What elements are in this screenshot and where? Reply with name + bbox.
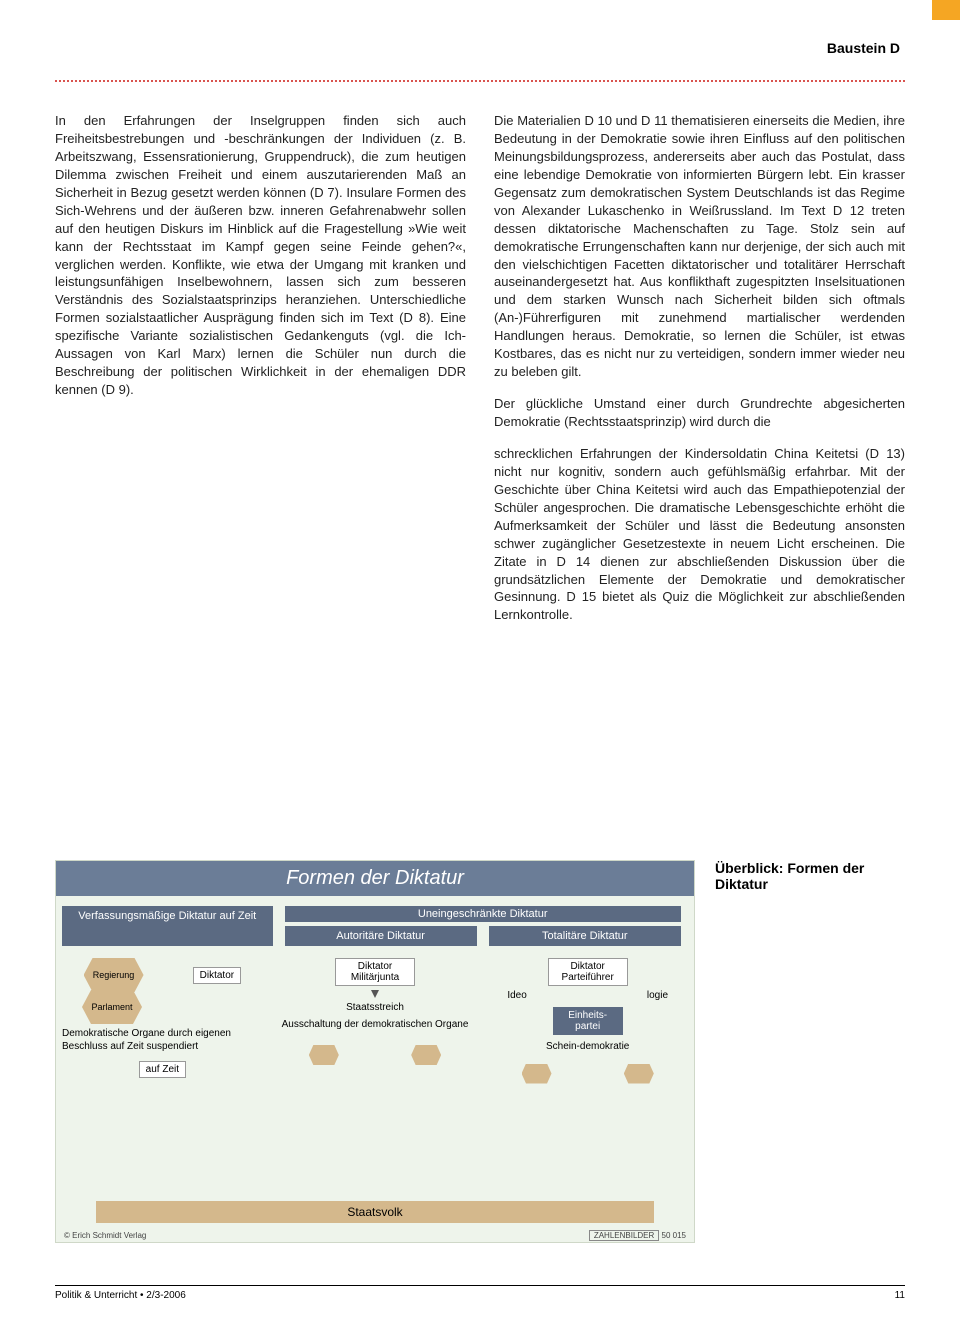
page-number: 11 [895, 1290, 905, 1301]
arrow-icon [275, 990, 476, 998]
hex-small-4 [624, 1064, 654, 1084]
col2-text2: Ausschaltung der demokratischen Organe [275, 1019, 476, 1032]
paragraph-4: schrecklichen Erfahrungen der Kindersold… [494, 445, 905, 624]
credit-number: 50 015 [662, 1231, 686, 1240]
credit-left: © Erich Schmidt Verlag [64, 1231, 146, 1240]
hex-small-1 [309, 1045, 339, 1065]
ideo-right: logie [647, 990, 668, 1001]
staatsvolk-bar: Staatsvolk [96, 1201, 654, 1223]
dotted-rule [55, 80, 905, 82]
paragraph-2: Die Materialien D 10 und D 11 thematisie… [494, 112, 905, 381]
label-parteifuehrer: Diktator Parteiführer [548, 958, 628, 986]
diagram-col-1: Regierung Diktator Parlament Demokratisc… [56, 946, 269, 1201]
diagram-caption: Überblick: Formen der Diktatur [715, 860, 905, 1243]
body-text: In den Erfahrungen der Inselgruppen find… [55, 112, 905, 624]
label-aufzeit: auf Zeit [139, 1061, 186, 1078]
hex-small-2 [411, 1045, 441, 1065]
diagram-section: Formen der Diktatur Verfassungsmäßige Di… [55, 860, 905, 1243]
col2-text1: Staatsstreich [275, 1002, 476, 1015]
diagram-col-2: Diktator Militärjunta Staatsstreich Auss… [269, 946, 482, 1201]
footer-left: Politik & Unterricht • 2/3-2006 [55, 1290, 186, 1301]
diagram-formen-diktatur: Formen der Diktatur Verfassungsmäßige Di… [55, 860, 695, 1243]
paragraph-3: Der glückliche Umstand einer durch Grund… [494, 395, 905, 431]
subhead-autoritaer: Autoritäre Diktatur [285, 926, 477, 946]
label-einheitspartei: Einheits-partei [553, 1007, 623, 1035]
hex-small-3 [522, 1064, 552, 1084]
col1-text: Demokratische Organe durch eigenen Besch… [62, 1028, 263, 1053]
diagram-title: Formen der Diktatur [56, 861, 694, 896]
col3-schein: Schein-demokratie [487, 1041, 688, 1054]
ideo-left: Ideo [507, 990, 526, 1001]
credit-zahlenbilder: ZAHLENBILDER [589, 1230, 659, 1241]
accent-bar [932, 0, 960, 20]
section-label: Baustein D [827, 40, 900, 56]
subhead-totalitaer: Totalitäre Diktatur [489, 926, 681, 946]
hex-parlament: Parlament [82, 990, 142, 1024]
label-diktator: Diktator [193, 967, 241, 984]
page-footer: Politik & Unterricht • 2/3-2006 11 [55, 1285, 905, 1301]
hex-regierung: Regierung [84, 958, 144, 992]
subhead-right-top: Uneingeschränkte Diktatur [285, 906, 681, 922]
subhead-left: Verfassungsmäßige Diktatur auf Zeit [62, 906, 273, 946]
paragraph-1: In den Erfahrungen der Inselgruppen find… [55, 112, 466, 399]
diagram-col-3: Diktator Parteiführer Ideo logie Einheit… [481, 946, 694, 1201]
label-militaerjunta: Diktator Militärjunta [335, 958, 415, 986]
